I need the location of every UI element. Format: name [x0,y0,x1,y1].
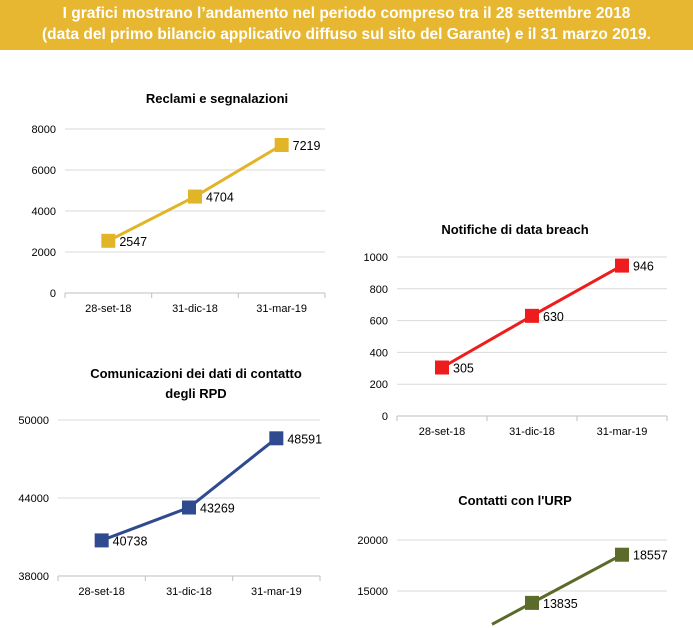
x-tick-label: 31-mar-19 [597,426,648,438]
data-point-marker [94,533,109,548]
data-label: 18557 [633,549,668,563]
chart-title: Notifiche di data breach [441,222,588,237]
y-tick-label: 200 [370,379,388,391]
y-tick-label: 0 [50,288,56,300]
y-tick-label: 6000 [32,165,56,177]
data-label: 305 [453,362,474,376]
y-tick-label: 44000 [18,493,49,505]
data-label: 43269 [200,502,235,516]
data-label: 4704 [206,191,234,205]
y-tick-label: 8000 [32,124,56,136]
chart-reclami: Reclami e segnalazioni 0 2000 4000 6000 8000 2… [32,91,326,315]
data-point-marker [525,595,539,610]
y-tick-label: 800 [370,284,388,296]
x-tick-label: 31-mar-19 [256,303,307,315]
chart-title: Reclami e segnalazioni [146,91,288,106]
x-tick-label: 31-dic-18 [172,303,218,315]
y-tick-label: 1000 [364,252,388,264]
data-point-marker [269,431,284,446]
y-tick-label: 4000 [32,206,56,218]
x-tick-label: 31-mar-19 [251,586,302,598]
y-tick-label: 38000 [18,571,49,583]
y-tick-label: 2000 [32,247,56,259]
y-tick-label: 20000 [357,535,388,547]
x-tick-label: 28-set-18 [78,586,124,598]
x-tick-label: 28-set-18 [85,303,131,315]
data-point-marker [182,500,196,515]
y-tick-label: 50000 [18,415,49,427]
data-label: 13835 [543,597,578,611]
series-line [101,437,278,542]
chart-contatti-urp: Contatti con l'URP 15000 20000 13835 18557 [357,493,668,626]
chart-data-breach: Notifiche di data breach 0 200 400 600 800 100… [364,222,668,438]
chart-title: Comunicazioni dei dati di contatto [90,366,302,381]
y-tick-label: 0 [382,411,388,423]
y-tick-label: 400 [370,347,388,359]
x-tick-label: 31-dic-18 [166,586,212,598]
series-line [491,553,623,626]
data-point-marker [525,308,539,323]
data-label: 946 [633,260,654,274]
data-label: 48591 [287,432,322,446]
chart-title: Contatti con l'URP [458,493,572,508]
chart-title: degli RPD [165,386,226,401]
chart-comunicazioni-rpd: Comunicazioni dei dati di contatto degli … [18,366,322,598]
data-label: 630 [543,310,564,324]
x-tick-label: 31-dic-18 [509,426,555,438]
data-point-marker [615,547,629,562]
data-point-marker [435,360,449,375]
y-tick-label: 600 [370,316,388,328]
banner-line-1: I grafici mostrano l’andamento nel perio… [62,5,631,22]
data-point-marker [615,258,629,273]
data-label: 2547 [119,235,147,249]
data-point-marker [274,138,289,153]
x-tick-label: 28-set-18 [419,426,465,438]
banner-line-2: (data del primo bilancio applicativo dif… [42,26,651,43]
data-label: 40738 [113,534,148,548]
data-point-marker [101,233,116,248]
data-label: 7219 [293,139,321,153]
y-tick-label: 15000 [357,586,388,598]
data-point-marker [188,189,202,204]
header-banner: I grafici mostrano l’andamento nel perio… [0,0,693,50]
